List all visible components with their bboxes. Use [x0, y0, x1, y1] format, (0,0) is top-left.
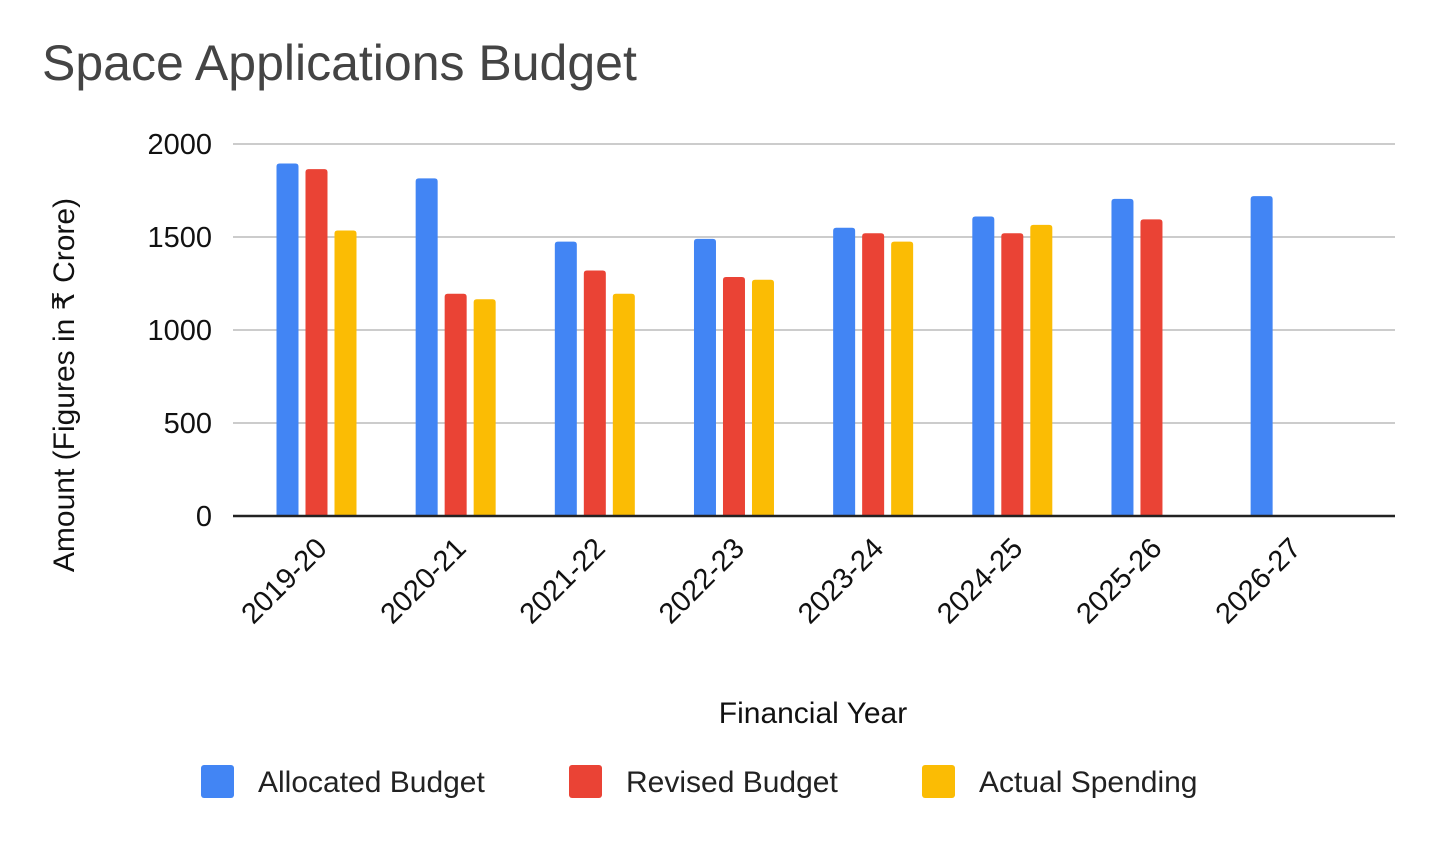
- bar-actual-spending-2023-24: [891, 241, 914, 516]
- bars: [276, 163, 1273, 517]
- legend-swatch-allocated-budget: [201, 765, 234, 798]
- bar-allocated-budget-2023-24: [833, 227, 856, 516]
- x-tick-label: 2019-20: [236, 532, 334, 630]
- bar-revised-budget-2019-20: [305, 169, 328, 517]
- bar-allocated-budget-2022-23: [693, 238, 716, 517]
- bar-revised-budget-2022-23: [722, 276, 745, 516]
- bar-actual-spending-2024-25: [1030, 224, 1053, 516]
- legend-label-revised-budget: Revised Budget: [626, 766, 838, 799]
- bar-allocated-budget-2021-22: [554, 241, 577, 516]
- bar-actual-spending-2021-22: [612, 293, 635, 516]
- legend-swatch-actual-spending: [922, 765, 955, 798]
- x-tick-label: 2022-23: [653, 532, 751, 630]
- x-tick-label: 2021-22: [514, 532, 612, 630]
- y-axis-title: Amount (Figures in ₹ Crore): [48, 198, 81, 572]
- y-axis-ticks: 0 500 1000 1500 2000: [147, 129, 212, 533]
- x-tick-label: 2026-27: [1210, 532, 1308, 630]
- x-axis-title: Financial Year: [719, 697, 907, 730]
- bar-revised-budget-2025-26: [1140, 219, 1163, 516]
- bar-allocated-budget-2025-26: [1111, 198, 1134, 516]
- bar-allocated-budget-2019-20: [276, 163, 299, 516]
- legend-label-allocated-budget: Allocated Budget: [258, 766, 485, 799]
- y-tick-label: 500: [164, 408, 212, 440]
- bar-actual-spending-2020-21: [473, 299, 496, 516]
- bar-revised-budget-2023-24: [862, 233, 885, 516]
- y-tick-label: 0: [196, 501, 212, 533]
- bar-allocated-budget-2024-25: [972, 216, 995, 517]
- y-tick-label: 2000: [147, 129, 212, 161]
- legend-swatch-revised-budget: [569, 765, 602, 798]
- x-tick-label: 2025-26: [1071, 532, 1169, 630]
- bar-allocated-budget-2020-21: [415, 178, 438, 516]
- gridlines: [233, 143, 1395, 424]
- bar-actual-spending-2019-20: [334, 230, 357, 517]
- x-tick-label: 2023-24: [792, 532, 890, 630]
- bar-revised-budget-2021-22: [583, 270, 606, 516]
- bar-allocated-budget-2026-27: [1250, 196, 1273, 516]
- bar-revised-budget-2020-21: [444, 293, 467, 516]
- chart-title: Space Applications Budget: [42, 35, 637, 91]
- y-tick-label: 1000: [147, 315, 212, 347]
- legend: Allocated Budget Revised Budget Actual Spe…: [201, 765, 1198, 799]
- bar-actual-spending-2022-23: [751, 279, 774, 516]
- x-axis-ticks: 2019-20 2020-21 2021-22 2022-23 2023-24 2024-…: [236, 532, 1308, 630]
- x-tick-label: 2024-25: [931, 532, 1029, 630]
- legend-label-actual-spending: Actual Spending: [979, 766, 1198, 799]
- x-tick-label: 2020-21: [375, 532, 473, 630]
- bar-revised-budget-2024-25: [1001, 233, 1024, 516]
- y-tick-label: 1500: [147, 222, 212, 254]
